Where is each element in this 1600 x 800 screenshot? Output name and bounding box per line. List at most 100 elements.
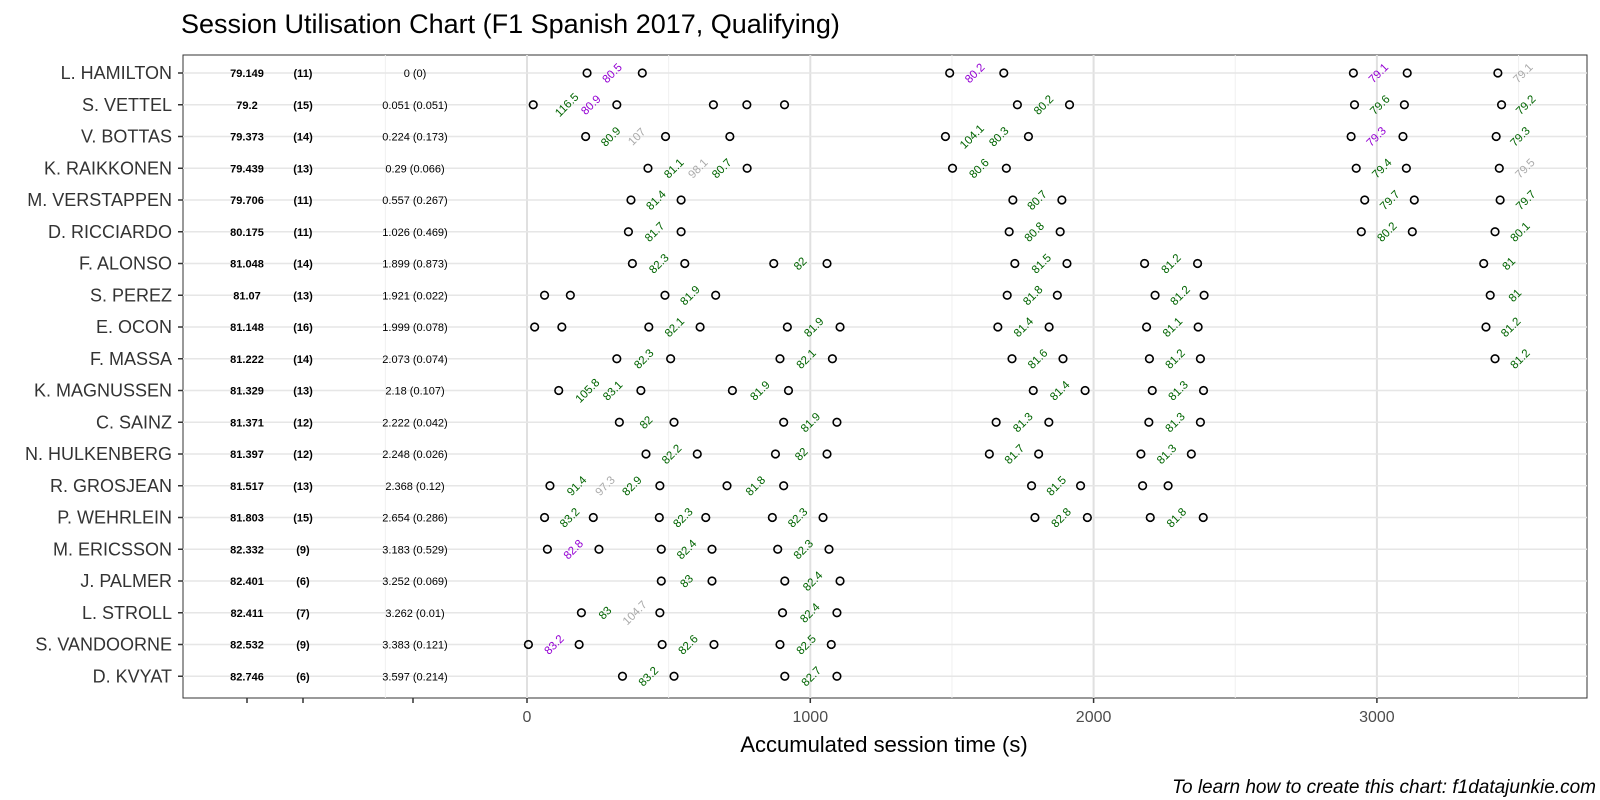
stint-marker <box>1058 354 1068 364</box>
best-lap-time: 82.532 <box>230 640 264 652</box>
stint-marker <box>1481 322 1491 332</box>
x-tick-label: 1000 <box>793 709 829 726</box>
stint-marker <box>1064 100 1075 110</box>
lap-count: (11) <box>294 227 313 239</box>
stint-marker <box>779 417 789 427</box>
stint-marker <box>984 449 994 459</box>
gap-to-leader: 3.262 (0.01) <box>385 608 444 620</box>
stint-marker <box>1002 290 1012 300</box>
stint-marker <box>727 385 737 396</box>
best-lap-time: 81.371 <box>230 417 264 429</box>
gap-to-leader: 2.368 (0.12) <box>385 481 444 493</box>
stint-marker <box>1007 354 1017 364</box>
grid-lines <box>183 55 1587 698</box>
stint-marker <box>1409 195 1419 205</box>
stint-marker <box>1028 385 1038 396</box>
stint-marker <box>1348 68 1358 78</box>
lap-count: (14) <box>293 259 313 271</box>
stint-marker <box>832 671 842 681</box>
stint-marker <box>782 322 792 332</box>
gap-to-leader: 1.921 (0.022) <box>382 290 447 302</box>
x-axis-title: Accumulated session time (s) <box>740 732 1027 757</box>
stint-marker <box>1494 163 1504 173</box>
stint-marker <box>1052 290 1062 300</box>
best-lap-time: 82.332 <box>230 544 264 556</box>
driver-name: S. PEREZ <box>90 285 172 305</box>
driver-name: V. BOTTAS <box>81 127 172 147</box>
stint-marker <box>1402 68 1412 78</box>
stint-marker <box>644 322 654 332</box>
best-lap-time: 82.746 <box>230 671 264 683</box>
lap-count: (13) <box>293 163 313 175</box>
stint-marker <box>1141 322 1152 332</box>
stint-marker <box>707 576 717 586</box>
lap-count: (6) <box>296 671 310 683</box>
stint-marker <box>779 481 789 491</box>
stint-marker <box>576 608 586 618</box>
stint-marker <box>1356 227 1366 237</box>
stint-marker <box>1080 385 1090 396</box>
stint-marker <box>1145 512 1155 523</box>
stint-marker <box>1399 100 1409 110</box>
stint-marker <box>1004 227 1014 237</box>
stint-marker <box>655 608 665 618</box>
driver-rows: L. HAMILTON 79.149 (11) 0 (0) S. VETTEL 79.2 (… <box>25 63 448 686</box>
stint-marker <box>614 417 624 427</box>
stint-marker <box>1493 68 1503 78</box>
best-lap-time: 79.706 <box>230 195 264 207</box>
lap-count: (9) <box>296 544 310 556</box>
stint-marker <box>1407 227 1417 237</box>
stint-marker <box>701 512 711 523</box>
gap-to-leader: 2.222 (0.042) <box>382 417 447 429</box>
stint-marker <box>581 131 591 142</box>
best-lap-time: 81.397 <box>230 449 264 461</box>
stint-marker <box>588 512 598 523</box>
stint-marker <box>1075 481 1086 491</box>
stint-marker <box>1008 195 1018 205</box>
stint-marker <box>612 100 622 110</box>
lap-count: (12) <box>293 417 313 429</box>
lap-count: (11) <box>294 68 313 80</box>
stint-marker <box>612 354 622 364</box>
stint-marker <box>1490 227 1500 237</box>
stint-marker <box>770 449 781 459</box>
stint-marker <box>707 544 717 554</box>
gap-to-leader: 0.051 (0.051) <box>382 100 447 112</box>
best-lap-time: 81.048 <box>230 259 264 271</box>
gap-to-leader: 2.18 (0.107) <box>385 386 444 398</box>
stint-marker <box>539 290 550 300</box>
stint-marker <box>832 608 842 618</box>
best-lap-time: 79.149 <box>230 68 264 80</box>
driver-name: L. HAMILTON <box>61 63 172 83</box>
stint-marker <box>709 639 719 650</box>
stint-marker <box>1485 290 1495 300</box>
best-lap-time: 80.175 <box>230 227 264 239</box>
best-lap-time: 81.329 <box>230 386 264 398</box>
stint-marker <box>818 512 828 523</box>
gap-to-leader: 2.073 (0.074) <box>382 354 447 366</box>
stint-marker <box>657 639 667 650</box>
driver-name: F. ALONSO <box>79 254 172 274</box>
stint-marker <box>991 417 1001 427</box>
best-lap-time: 81.803 <box>230 513 264 525</box>
lap-count: (12) <box>293 449 313 461</box>
stint-marker <box>824 544 834 554</box>
stint-marker <box>623 227 634 237</box>
stint-marker <box>773 544 783 554</box>
lap-count: (14) <box>293 354 313 366</box>
stint-marker <box>769 258 779 269</box>
stint-marker <box>742 163 752 173</box>
stint-marker <box>1082 512 1092 523</box>
stint-marker <box>708 100 719 110</box>
stint-marker <box>722 481 732 491</box>
stint-marker <box>822 258 832 269</box>
lap-count: (15) <box>293 100 313 112</box>
stint-marker <box>1495 195 1505 205</box>
stint-marker <box>725 131 735 142</box>
chart-title: Session Utilisation Chart (F1 Spanish 20… <box>181 9 840 39</box>
stint-marker <box>711 290 721 300</box>
stint-marker <box>1198 385 1209 396</box>
stint-marker <box>1479 258 1489 269</box>
stint-marker <box>1044 417 1054 427</box>
gap-to-leader: 2.248 (0.026) <box>382 449 447 461</box>
